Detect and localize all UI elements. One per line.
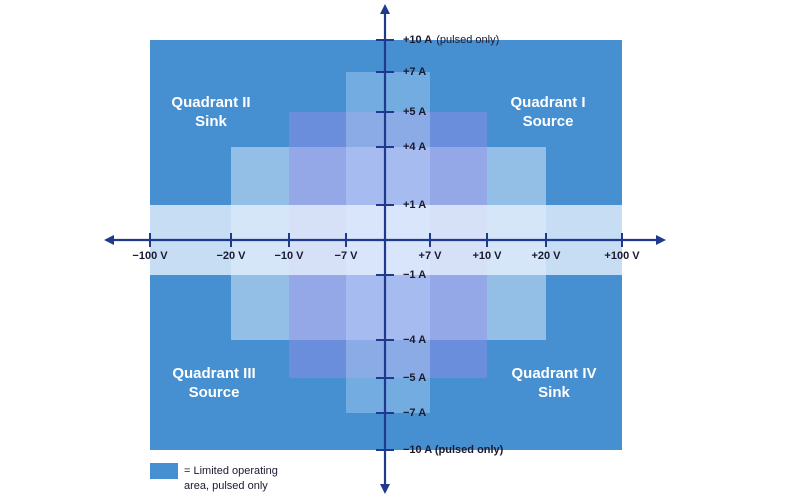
y-tick-label: +1 A <box>403 199 426 211</box>
quadrant-name: Quadrant II <box>171 94 250 111</box>
arrow <box>656 235 666 245</box>
legend-text: = Limited operating <box>184 465 278 477</box>
y-tick-label: +4 A <box>403 141 426 153</box>
axes <box>104 4 666 494</box>
arrow <box>380 484 390 494</box>
y-tick-label: +7 A <box>403 66 426 78</box>
quadrant-name: Quadrant III <box>172 365 255 382</box>
y-tick-label: +10 A <box>403 34 432 46</box>
y-tick-note: (pulsed only) <box>436 34 499 46</box>
legend-swatch <box>150 463 178 479</box>
x-tick-label: +10 V <box>472 250 502 262</box>
quadrant-role: Sink <box>538 384 570 401</box>
x-tick-label: −10 V <box>274 250 304 262</box>
x-tick-label: −100 V <box>132 250 168 262</box>
y-tick-label: −5 A <box>403 372 426 384</box>
y-tick-label: +5 A <box>403 106 426 118</box>
arrow <box>104 235 114 245</box>
quadrant-role: Source <box>189 384 240 401</box>
x-tick-label: −20 V <box>216 250 246 262</box>
quadrant-name: Quadrant I <box>510 94 585 111</box>
quadrant-role: Source <box>523 113 574 130</box>
y-tick-label: −4 A <box>403 334 426 346</box>
arrow <box>380 4 390 14</box>
y-tick-label: −10 A (pulsed only) <box>403 444 504 456</box>
y-tick-label: −7 A <box>403 407 426 419</box>
x-tick-label: +20 V <box>531 250 561 262</box>
x-tick-label: +100 V <box>604 250 640 262</box>
x-tick-label: −7 V <box>335 250 359 262</box>
legend-text: area, pulsed only <box>184 480 268 492</box>
y-tick-label: −1 A <box>403 269 426 281</box>
quadrant-role: Sink <box>195 113 227 130</box>
x-tick-label: +7 V <box>419 250 443 262</box>
ticks: −100 V −20 V −10 V −7 V +7 V +10 V +20 V +100 V… <box>132 34 640 456</box>
quadrant-name: Quadrant IV <box>511 365 596 382</box>
